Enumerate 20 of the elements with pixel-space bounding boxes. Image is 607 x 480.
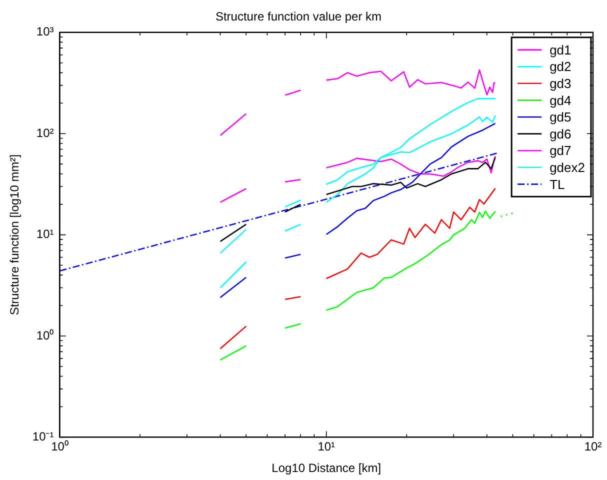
y-tick-label: 10¹: [36, 227, 54, 242]
legend-label: gd7: [550, 143, 572, 158]
legend-label: gd1: [550, 42, 572, 58]
legend-label: TL: [550, 176, 565, 192]
y-tick-label: 10²: [36, 126, 54, 140]
legend-label: gd6: [550, 126, 572, 142]
x-tick-label: 10²: [584, 440, 602, 454]
x-axis-title: Log10 Distance [km]: [272, 461, 382, 476]
y-tick-label: 10³: [36, 24, 54, 39]
y-tick-label: 10⁻¹: [32, 430, 54, 444]
chart-title: Structure function value per km: [215, 10, 382, 24]
x-tick-label: 10⁰: [51, 440, 68, 454]
legend-label: gd5: [550, 110, 572, 125]
legend-label: gd2: [550, 59, 572, 74]
legend-label: gd3: [550, 76, 572, 91]
x-tick-label: 10¹: [318, 440, 336, 454]
legend-label: gd4: [550, 92, 572, 108]
legend-label: gdex2: [550, 160, 585, 175]
y-tick-label: 10⁰: [36, 328, 54, 342]
y-axis-title: Structure function [log10 mm²]: [8, 154, 22, 316]
